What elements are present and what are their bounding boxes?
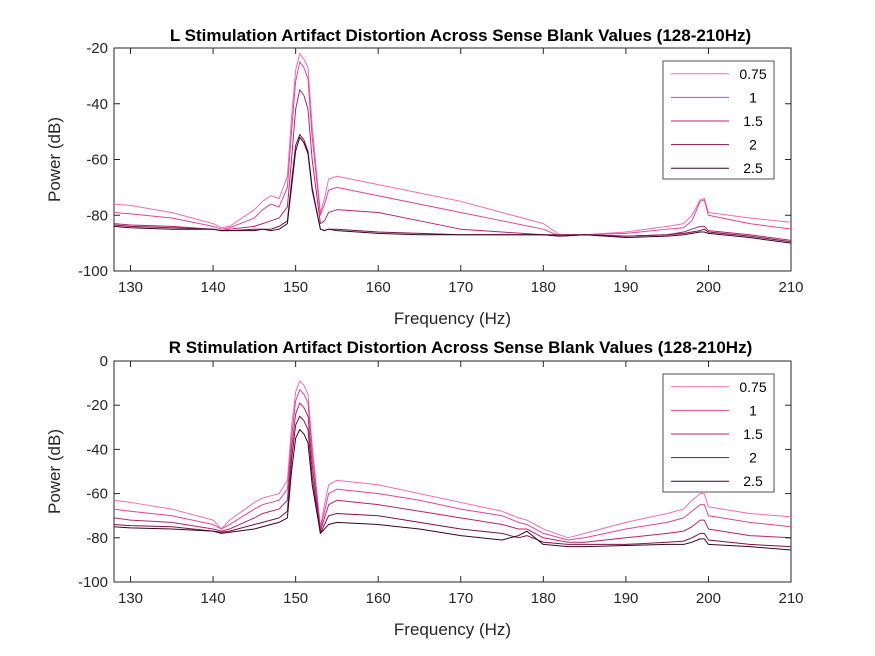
y-axis-label: Power (dB) <box>45 429 64 514</box>
y-tick-label: 0 <box>100 353 108 370</box>
x-tick-label: 170 <box>448 590 473 607</box>
y-tick-label: -80 <box>86 207 108 224</box>
legend-label-2.5: 2.5 <box>743 473 763 489</box>
x-tick-label: 210 <box>778 279 803 296</box>
y-tick-label: -20 <box>86 40 108 57</box>
series-line-1.5 <box>114 402 791 543</box>
series-line-1.5 <box>114 89 791 241</box>
x-tick-label: 210 <box>778 590 803 607</box>
y-tick-label: -60 <box>86 486 108 503</box>
series-line-2.5 <box>114 136 791 244</box>
y-tick-label: -40 <box>86 441 108 458</box>
y-tick-label: -100 <box>78 263 108 280</box>
legend-label-1: 1 <box>749 402 757 418</box>
y-tick-label: -40 <box>86 96 108 113</box>
x-tick-label: 200 <box>696 279 721 296</box>
legend-box <box>662 373 775 493</box>
legend-label-2: 2 <box>749 137 757 153</box>
x-tick-label: 130 <box>118 279 143 296</box>
x-tick-label: 180 <box>531 590 556 607</box>
x-tick-label: 160 <box>366 279 391 296</box>
x-tick-label: 130 <box>118 590 143 607</box>
chart-title: L Stimulation Artifact Distortion Across… <box>170 26 751 45</box>
legend-label-0.75: 0.75 <box>739 66 766 82</box>
x-tick-label: 200 <box>696 590 721 607</box>
y-tick-label: -60 <box>86 152 108 169</box>
legend-label-1: 1 <box>749 89 757 105</box>
legend-label-0.75: 0.75 <box>739 379 766 395</box>
series-line-1 <box>114 61 791 237</box>
legend-label-2.5: 2.5 <box>743 160 763 176</box>
chart-title: R Stimulation Artifact Distortion Across… <box>169 338 753 357</box>
x-tick-label: 190 <box>613 590 638 607</box>
legend-label-2: 2 <box>749 450 757 466</box>
top-panel-L: 130 140 150 160 170 180 190 200 210 -100 -80 -60 -40… <box>45 26 804 328</box>
legend-box <box>662 60 775 180</box>
x-tick-label: 190 <box>613 279 638 296</box>
legend: 0.75 1 1.5 2 2.5 <box>662 60 775 180</box>
x-tick-label: 160 <box>366 590 391 607</box>
series-line-1 <box>114 389 791 541</box>
series-line-2 <box>114 415 791 548</box>
series-group <box>114 380 791 551</box>
x-tick-label: 180 <box>531 279 556 296</box>
series-line-0.75 <box>114 53 791 236</box>
series-line-2.5 <box>114 429 791 551</box>
x-axis-label: Frequency (Hz) <box>394 309 511 328</box>
x-tick-label: 150 <box>283 590 308 607</box>
x-tick-label: 140 <box>201 279 226 296</box>
y-tick-label: -100 <box>78 574 108 591</box>
x-tick-label: 140 <box>201 590 226 607</box>
bottom-panel-R: 130 140 150 160 170 180 190 200 210-100-80-60-40… <box>45 338 804 639</box>
legend-label-1.5: 1.5 <box>743 426 763 442</box>
legend: 0.75 1 1.5 2 2.5 <box>662 373 775 493</box>
y-tick-label: -20 <box>86 397 108 414</box>
y-tick-label: -80 <box>86 530 108 547</box>
x-tick-label: 170 <box>448 279 473 296</box>
x-tick-label: 150 <box>283 279 308 296</box>
y-axis-label: Power (dB) <box>45 117 64 202</box>
series-group <box>114 53 791 244</box>
legend-label-1.5: 1.5 <box>743 113 763 129</box>
x-axis-label: Frequency (Hz) <box>394 620 511 639</box>
series-line-0.75 <box>114 380 791 539</box>
